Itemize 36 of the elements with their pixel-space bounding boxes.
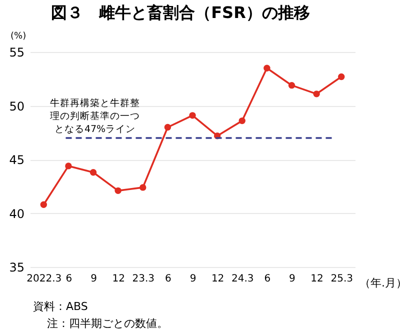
y-tick-label: 55 xyxy=(9,46,24,60)
point xyxy=(65,162,72,170)
x-tick-label: 12 xyxy=(310,274,324,284)
point xyxy=(140,184,146,191)
point xyxy=(114,187,122,194)
x-tick-label: 6 xyxy=(66,274,72,284)
x-tick-label: 6 xyxy=(165,274,172,284)
x-tick-label: 9 xyxy=(90,274,97,284)
point xyxy=(264,64,270,72)
point xyxy=(189,112,196,119)
x-axis-title: （年.月） xyxy=(360,276,400,290)
point xyxy=(338,73,345,80)
point xyxy=(40,201,47,208)
x-tick-label: 25.3 xyxy=(330,274,353,284)
x-tick-label: 6 xyxy=(264,274,271,284)
y-tick-label: 45 xyxy=(9,153,24,167)
x-tick-label: 12 xyxy=(112,274,125,284)
x-tick-label: 9 xyxy=(289,274,296,284)
ref-line-label: 牛群再構築と牛群整理の判断基準の一つとなる47%ライン xyxy=(50,97,140,135)
point xyxy=(238,117,246,124)
x-tick-label: 23.3 xyxy=(132,274,155,284)
point xyxy=(164,124,172,131)
y-tick-label: 40 xyxy=(9,206,24,221)
x-tick-label: 24.3 xyxy=(231,274,254,284)
x-tick-label: 9 xyxy=(190,274,196,284)
x-tick-label: 2022.3 xyxy=(26,274,62,284)
y-axis-title: (%) xyxy=(10,32,26,42)
point xyxy=(90,169,97,176)
text: 注：四半期ごとの数値。 xyxy=(47,317,168,330)
text: 資料：ABS xyxy=(33,300,88,313)
x-tick-label: 12 xyxy=(211,274,224,284)
point xyxy=(313,90,320,98)
chart-title: 図３ 雌牛と畜割合（FSR）の推移 xyxy=(51,3,310,22)
point xyxy=(288,82,296,89)
y-tick-label: 50 xyxy=(9,99,24,114)
y-tick-label: 35 xyxy=(9,260,24,274)
